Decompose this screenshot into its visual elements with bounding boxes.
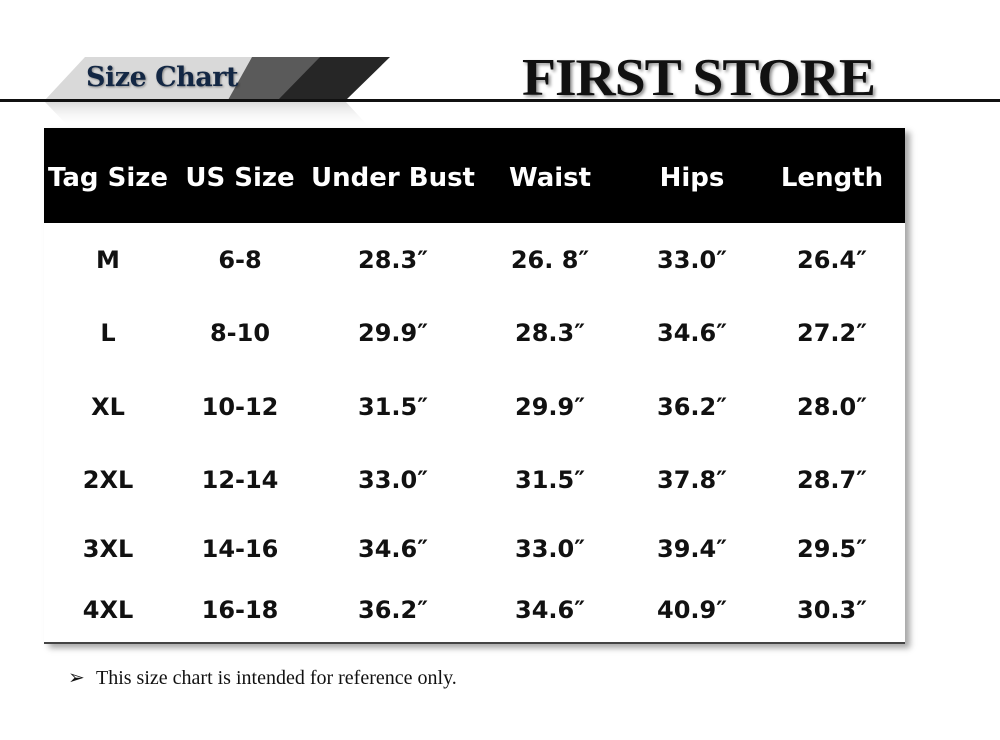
table-cell: 14-16 xyxy=(201,535,279,563)
table-cell: XL xyxy=(91,393,125,421)
table-cell: 31.5″ xyxy=(358,393,428,421)
column-header: Length xyxy=(780,163,884,193)
table-cell: 31.5″ xyxy=(515,466,585,494)
table-cell: 40.9″ xyxy=(657,596,727,624)
table-cell: 34.6″ xyxy=(657,319,727,347)
column-header: US Size xyxy=(185,163,295,193)
table-cell: 30.3″ xyxy=(797,596,867,624)
table-cell: 39.4″ xyxy=(657,535,727,563)
table-cell: 8-10 xyxy=(209,319,271,347)
size-table: Tag Size US Size Under Bust Waist Hips Length… xyxy=(44,128,905,644)
reference-note: ➢ This size chart is intended for referen… xyxy=(68,665,457,690)
table-cell: 33.0″ xyxy=(515,535,585,563)
table-cell: 34.6″ xyxy=(515,596,585,624)
table-cell: M xyxy=(96,246,120,274)
table-cell: 27.2″ xyxy=(797,319,867,347)
table-cell: 3XL xyxy=(82,535,134,563)
banner-graphic xyxy=(45,57,390,128)
table-header xyxy=(44,128,905,223)
size-chart-title: Size Chart xyxy=(86,62,238,93)
table-cell: 36.2″ xyxy=(358,596,428,624)
table-cell: 28.7″ xyxy=(797,466,867,494)
table-cell: 34.6″ xyxy=(358,535,428,563)
table-cell: 28.3″ xyxy=(515,319,585,347)
table-cell: 29.5″ xyxy=(797,535,867,563)
header-banner: Size Chart FIRST STORE xyxy=(0,0,1000,130)
table-cell: 26.4″ xyxy=(797,246,867,274)
arrow-bullet-icon: ➢ xyxy=(68,667,85,689)
brand-logo: FIRST STORE xyxy=(522,49,876,107)
table-cell: L xyxy=(100,319,116,347)
column-header: Tag Size xyxy=(48,163,168,193)
table-cell: 37.8″ xyxy=(657,466,727,494)
column-header: Under Bust xyxy=(311,163,475,193)
table-cell: 29.9″ xyxy=(358,319,428,347)
note-text: This size chart is intended for referenc… xyxy=(96,667,457,689)
table-cell: 29.9″ xyxy=(515,393,585,421)
table-cell: 4XL xyxy=(82,596,134,624)
table-cell: 36.2″ xyxy=(657,393,727,421)
column-header: Hips xyxy=(659,163,725,193)
table-cell: 16-18 xyxy=(201,596,279,624)
table-cell: 6-8 xyxy=(218,246,262,274)
divider xyxy=(0,99,1000,102)
table-cell: 33.0″ xyxy=(358,466,428,494)
column-header: Waist xyxy=(508,163,592,193)
table-cell: 26. 8″ xyxy=(510,246,590,274)
table-cell: 28.3″ xyxy=(358,246,428,274)
table-cell: 28.0″ xyxy=(797,393,867,421)
table-cell: 33.0″ xyxy=(657,246,727,274)
table-cell: 12-14 xyxy=(201,466,279,494)
table-cell: 2XL xyxy=(82,466,134,494)
table-cell: 10-12 xyxy=(201,393,279,421)
